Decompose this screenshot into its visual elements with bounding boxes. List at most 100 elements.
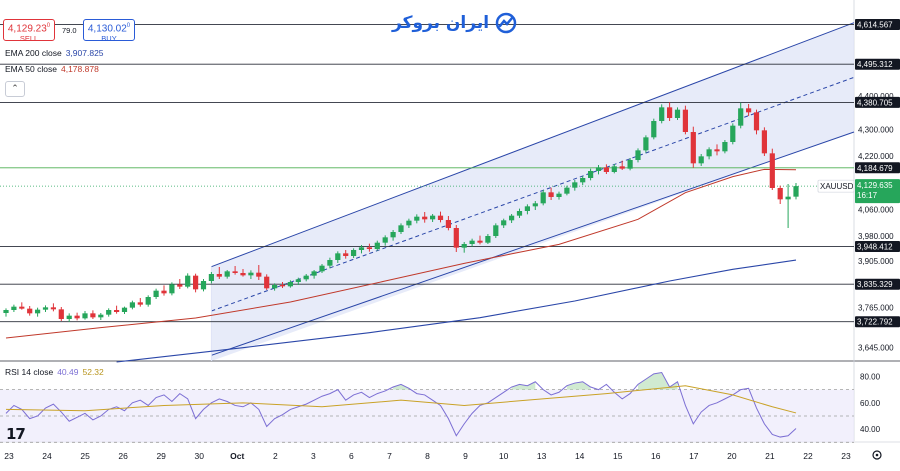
time-tick-label-22: 23 xyxy=(841,451,851,461)
candle-body-89 xyxy=(706,149,712,157)
time-tick-label-7: 2 xyxy=(273,451,278,461)
level-tag-4 xyxy=(855,241,900,253)
ema50-legend[interactable]: EMA 50 close 4,178.878 xyxy=(5,64,99,74)
candle-body-47 xyxy=(374,242,380,249)
candle-body-37 xyxy=(295,279,301,282)
candle-body-7 xyxy=(58,309,64,319)
candle-body-60 xyxy=(477,240,483,243)
candle-body-25 xyxy=(200,281,207,290)
time-tick-label-14: 13 xyxy=(537,451,547,461)
candle-body-13 xyxy=(106,310,112,315)
candle-body-59 xyxy=(469,240,475,244)
level-tag-3 xyxy=(855,162,900,174)
candle-body-6 xyxy=(50,307,56,310)
countdown-value: 16:17 xyxy=(857,191,878,200)
sell-price: 4,129.23 xyxy=(7,23,47,35)
candle-body-96 xyxy=(761,130,767,154)
rsi-tick-label-2: 40.00 xyxy=(860,425,881,434)
time-tick-label-11: 8 xyxy=(425,451,430,461)
candle-body-11 xyxy=(90,313,96,318)
candle-body-57 xyxy=(453,228,459,248)
candle-body-45 xyxy=(358,247,365,250)
time-tick-label-12: 9 xyxy=(463,451,468,461)
candle-body-98 xyxy=(777,188,783,200)
tradingview-logo[interactable]: 17 xyxy=(6,425,26,443)
candle-body-33 xyxy=(264,276,270,289)
price-tick-label-top: 4,400.000 xyxy=(858,92,894,101)
candle-body-23 xyxy=(185,275,191,287)
gear-icon[interactable] xyxy=(872,450,882,460)
time-tick-label-3: 26 xyxy=(118,451,128,461)
candle-body-28 xyxy=(224,271,230,277)
candle-body-27 xyxy=(216,274,222,277)
candle-body-30 xyxy=(240,273,246,276)
time-tick-label-2: 25 xyxy=(80,451,90,461)
candle-body-31 xyxy=(248,272,254,276)
symbol-name-tag xyxy=(817,179,855,193)
candle-body-97 xyxy=(769,153,775,188)
candle-body-51 xyxy=(406,220,412,226)
time-tick-label-15: 14 xyxy=(575,451,585,461)
candle-body-49 xyxy=(390,232,396,238)
candle-body-46 xyxy=(366,247,372,249)
candle-body-48 xyxy=(382,237,388,243)
level-tag-2 xyxy=(855,96,900,108)
candle-body-92 xyxy=(730,125,736,142)
candle-body-53 xyxy=(422,216,428,220)
buy-price-sup: 0 xyxy=(126,23,131,29)
rsi-line xyxy=(5,371,797,438)
candle-body-8 xyxy=(66,315,72,319)
candle-body-72 xyxy=(572,182,578,188)
channel-lower-line xyxy=(211,131,855,356)
candle-body-71 xyxy=(564,187,570,194)
sell-button[interactable]: 4,129.230 SELL xyxy=(3,19,55,43)
candle-body-5 xyxy=(42,307,49,310)
candle-body-32 xyxy=(256,272,262,277)
candle-body-61 xyxy=(485,236,491,243)
candle-body-10 xyxy=(82,313,88,319)
rsi-overbought-fill xyxy=(511,381,536,390)
time-tick-label-10: 7 xyxy=(387,451,392,461)
time-tick-label-9: 6 xyxy=(349,451,354,461)
time-tick-label-6: Oct xyxy=(230,451,244,461)
candle-body-85 xyxy=(674,109,681,118)
sell-price-sup: 0 xyxy=(46,23,51,29)
candle-body-70 xyxy=(556,193,562,197)
candle-body-73 xyxy=(580,178,586,183)
candle-body-42 xyxy=(335,253,341,260)
time-tick-label-19: 20 xyxy=(727,451,737,461)
candle-body-20 xyxy=(161,290,167,294)
time-tick-label-8: 3 xyxy=(311,451,316,461)
candle-body-4 xyxy=(35,309,41,314)
candle-body-15 xyxy=(121,307,128,312)
last-price-value: 4,129.635 xyxy=(857,181,893,190)
spread-value: 79.0 xyxy=(62,26,77,35)
candle-body-100 xyxy=(793,186,799,197)
candle-body-9 xyxy=(74,315,80,319)
candle-body-38 xyxy=(303,275,309,280)
candle-body-19 xyxy=(153,290,159,297)
candle-body-40 xyxy=(319,265,325,272)
rsi-legend[interactable]: RSI 14 close 40.49 52.32 xyxy=(5,367,104,377)
price-tick-label-0: 4,300.000 xyxy=(858,125,894,134)
level-tag-1 xyxy=(855,58,900,70)
candle-body-24 xyxy=(193,275,199,290)
candle-body-76 xyxy=(603,167,609,172)
buy-button[interactable]: 4,130.020 BUY xyxy=(83,19,135,43)
candle-body-67 xyxy=(532,203,538,207)
buy-price: 4,130.02 xyxy=(87,23,127,35)
candle-body-58 xyxy=(461,244,467,248)
rsi-value: 40.49 xyxy=(57,367,79,377)
collapse-legend-button[interactable]: ⌃ xyxy=(5,81,25,97)
level-tag-label-3: 4,184.679 xyxy=(857,164,893,173)
candle-body-75 xyxy=(595,167,602,171)
candle-body-93 xyxy=(738,108,744,126)
level-tag-label-0: 4,614.567 xyxy=(857,20,893,29)
time-tick-label-4: 29 xyxy=(156,451,166,461)
last-price-tag xyxy=(855,179,900,204)
candle-body-16 xyxy=(129,302,135,308)
ema200-label: EMA 200 close xyxy=(5,48,62,58)
ema200-legend[interactable]: EMA 200 close 3,907.825 xyxy=(5,48,104,58)
candle-body-81 xyxy=(643,137,649,151)
